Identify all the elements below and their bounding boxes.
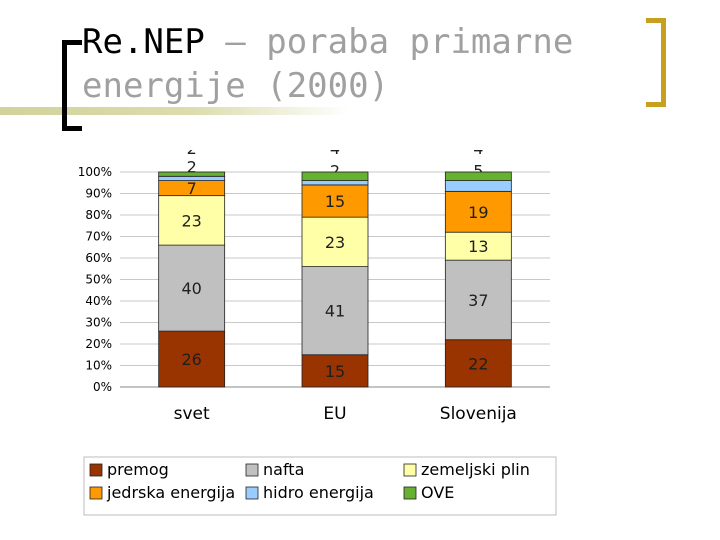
legend-swatch [403, 463, 417, 477]
title-line-2: energije (2000) [82, 66, 390, 106]
legend-label: zemeljski plin [421, 460, 530, 479]
bar-segment [444, 231, 512, 261]
data-label: 7 [187, 179, 197, 198]
bar-segment [158, 330, 226, 388]
data-label: 2 [330, 162, 340, 181]
y-tick-label: 40% [85, 294, 112, 308]
bar-segment [444, 180, 512, 192]
x-category-label: svet [174, 404, 210, 424]
y-tick-label: 50% [85, 273, 112, 287]
y-tick-label: 10% [85, 359, 112, 373]
y-tick-label: 60% [85, 251, 112, 265]
right-bracket-decoration [646, 18, 666, 107]
y-tick-label: 90% [85, 187, 112, 201]
legend-swatch [245, 463, 259, 477]
left-bracket-decoration [62, 40, 82, 131]
x-category-label: EU [323, 404, 346, 424]
data-label: 41 [325, 302, 345, 321]
data-label: 5 [473, 162, 483, 181]
title-rest: – poraba primarne [204, 22, 574, 62]
data-label: 15 [325, 192, 345, 211]
data-label: 40 [181, 279, 201, 298]
data-label: 15 [325, 362, 345, 381]
bar-segment [301, 180, 369, 186]
energy-chart: 0%10%20%30%40%50%60%70%80%90%100%2640237… [78, 150, 557, 516]
bar-segment [158, 244, 226, 332]
y-tick-label: 100% [78, 165, 112, 179]
bar-segment [158, 171, 226, 177]
bar-segment [444, 339, 512, 388]
legend-swatch [245, 486, 259, 500]
data-label: 19 [468, 203, 488, 222]
slide-title: Re.NEP – poraba primarne energije (2000) [82, 20, 573, 108]
legend-swatch [89, 463, 103, 477]
x-category-label: Slovenija [440, 404, 517, 424]
data-label: 37 [468, 291, 488, 310]
data-label: 2 [187, 150, 197, 158]
legend-label: nafta [263, 460, 304, 479]
bar-segment [444, 190, 512, 233]
legend-swatch [89, 486, 103, 500]
legend-swatch [403, 486, 417, 500]
title-underline-band [0, 107, 350, 115]
bar-segment [301, 354, 369, 388]
bar-segment [301, 171, 369, 181]
data-label: 2 [187, 157, 197, 176]
legend-label: premog [107, 460, 169, 479]
title-main: Re.NEP [82, 22, 205, 62]
bar-segment [158, 175, 226, 181]
legend-label: jedrska energija [106, 483, 235, 502]
bar-segment [444, 259, 512, 341]
y-tick-label: 70% [85, 230, 112, 244]
y-tick-label: 30% [85, 316, 112, 330]
bar-segment [444, 171, 512, 181]
data-label: 13 [468, 237, 488, 256]
legend-box [83, 456, 557, 516]
legend-label: hidro energija [263, 483, 374, 502]
data-label: 26 [181, 350, 201, 369]
data-label: 22 [468, 354, 488, 373]
data-label: 4 [473, 150, 483, 158]
legend-label: OVE [421, 483, 454, 502]
data-label: 23 [325, 233, 345, 252]
y-tick-label: 0% [93, 380, 112, 394]
data-label: 4 [330, 150, 340, 158]
y-tick-label: 80% [85, 208, 112, 222]
data-label: 23 [181, 211, 201, 230]
y-tick-label: 20% [85, 337, 112, 351]
